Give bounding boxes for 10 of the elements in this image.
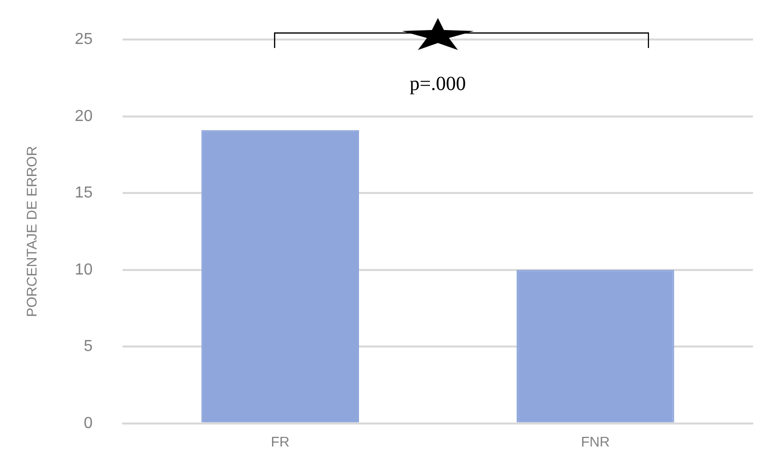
y-tick-label: 10 [74, 261, 93, 278]
y-axis-title: PORCENTAJE DE ERROR [23, 146, 40, 317]
y-tick-label: 5 [84, 338, 93, 356]
y-tick-label: 15 [74, 184, 93, 202]
x-tick-label: FR [270, 434, 290, 450]
y-tick-label: 25 [74, 31, 93, 48]
x-tick-label: FNR [581, 434, 610, 450]
annotation: p=.000 [410, 72, 466, 95]
y-tick-label: 20 [74, 108, 93, 125]
y-tick-label: 0 [84, 414, 93, 432]
